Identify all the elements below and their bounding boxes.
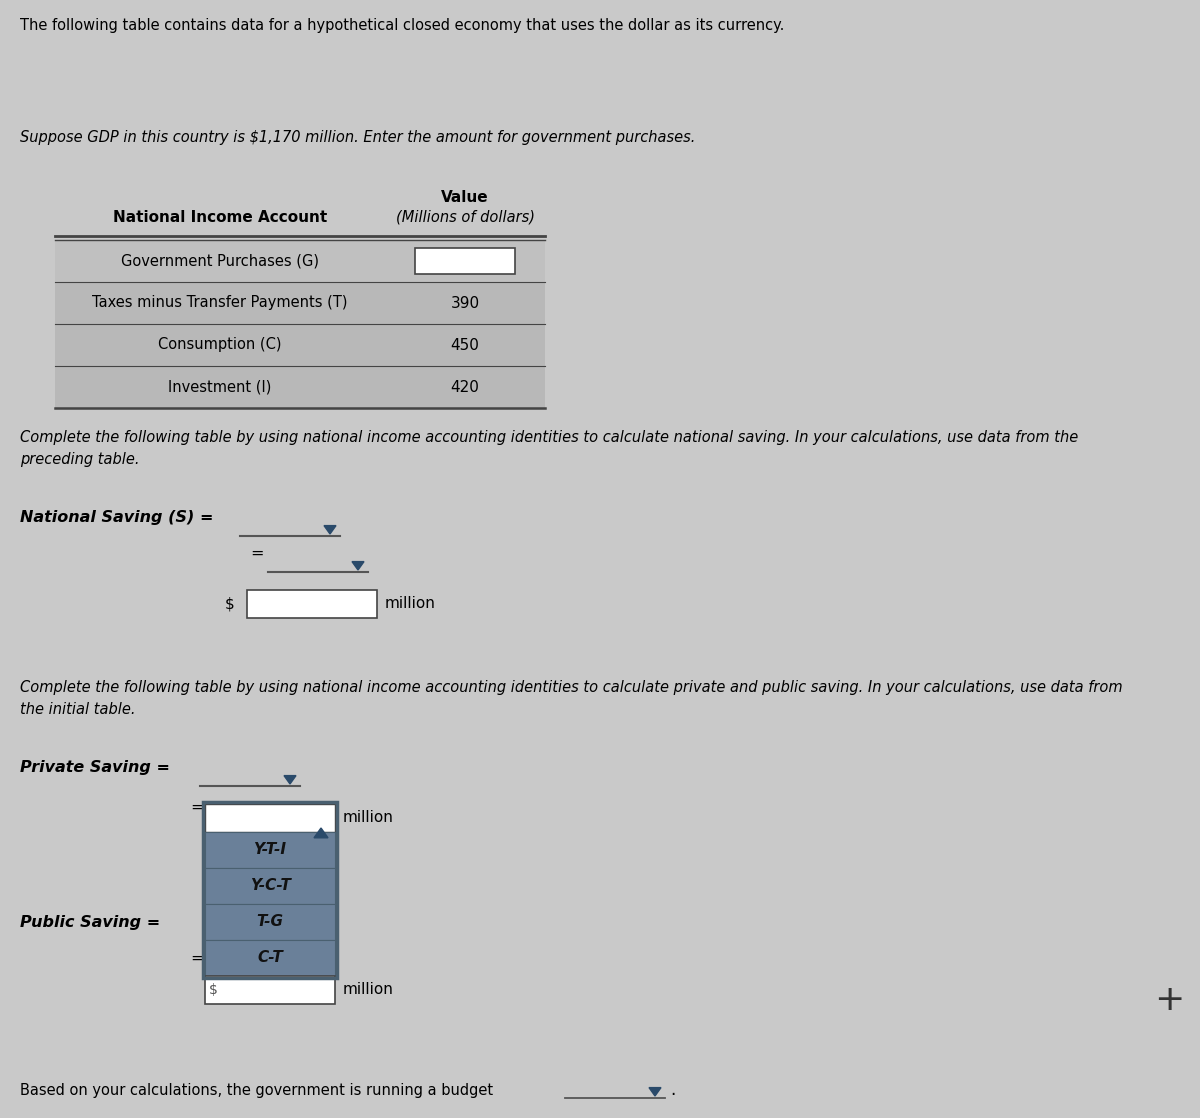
Text: =: = — [190, 800, 204, 815]
Bar — [247, 590, 377, 618]
Bar — [205, 940, 335, 976]
Polygon shape — [284, 776, 296, 784]
Text: C-T: C-T — [257, 950, 283, 966]
Bar — [205, 976, 335, 1004]
Text: Private Saving =: Private Saving = — [20, 760, 170, 775]
Text: Public Saving =: Public Saving = — [20, 915, 160, 929]
Polygon shape — [352, 561, 364, 570]
Text: Y-C-T: Y-C-T — [250, 879, 290, 893]
Bar — [205, 804, 335, 832]
Text: T-G: T-G — [257, 915, 283, 929]
Text: Suppose GDP in this country is $1,170 million. Enter the amount for government p: Suppose GDP in this country is $1,170 mi… — [20, 130, 695, 145]
Bar — [203, 802, 337, 978]
Text: 450: 450 — [450, 338, 480, 352]
Text: 420: 420 — [450, 379, 480, 395]
Text: .: . — [670, 1081, 676, 1099]
Text: $: $ — [209, 983, 218, 997]
Text: (Millions of dollars): (Millions of dollars) — [396, 210, 534, 225]
Bar — [205, 868, 335, 904]
Text: million: million — [343, 983, 394, 997]
Text: the initial table.: the initial table. — [20, 702, 136, 717]
Bar — [205, 832, 335, 868]
Text: million: million — [343, 811, 394, 825]
Text: Based on your calculations, the government is running a budget: Based on your calculations, the governme… — [20, 1082, 493, 1098]
Text: Government Purchases (G): Government Purchases (G) — [121, 254, 319, 268]
Text: =: = — [190, 950, 204, 966]
Text: Complete the following table by using national income accounting identities to c: Complete the following table by using na… — [20, 680, 1123, 695]
Polygon shape — [314, 828, 328, 837]
Text: National Saving (S) =: National Saving (S) = — [20, 510, 214, 525]
Text: Y-T-I: Y-T-I — [253, 843, 287, 858]
Bar — [55, 324, 545, 366]
Text: Complete the following table by using national income accounting identities to c: Complete the following table by using na… — [20, 430, 1079, 445]
Text: preceding table.: preceding table. — [20, 452, 139, 467]
Text: =: = — [250, 546, 264, 561]
Text: Investment (I): Investment (I) — [168, 379, 271, 395]
Text: +: + — [1154, 983, 1186, 1017]
Bar — [55, 240, 545, 282]
Bar — [55, 282, 545, 324]
Text: $: $ — [226, 597, 235, 612]
Bar — [415, 248, 515, 274]
Text: Value: Value — [442, 190, 488, 205]
Polygon shape — [324, 525, 336, 534]
Text: The following table contains data for a hypothetical closed economy that uses th: The following table contains data for a … — [20, 18, 785, 34]
Bar — [55, 366, 545, 408]
Text: National Income Account: National Income Account — [113, 210, 328, 225]
Text: 390: 390 — [450, 295, 480, 311]
Text: Taxes minus Transfer Payments (T): Taxes minus Transfer Payments (T) — [92, 295, 348, 311]
Text: Consumption (C): Consumption (C) — [158, 338, 282, 352]
Polygon shape — [649, 1088, 661, 1096]
Bar — [205, 904, 335, 940]
Text: million: million — [385, 597, 436, 612]
